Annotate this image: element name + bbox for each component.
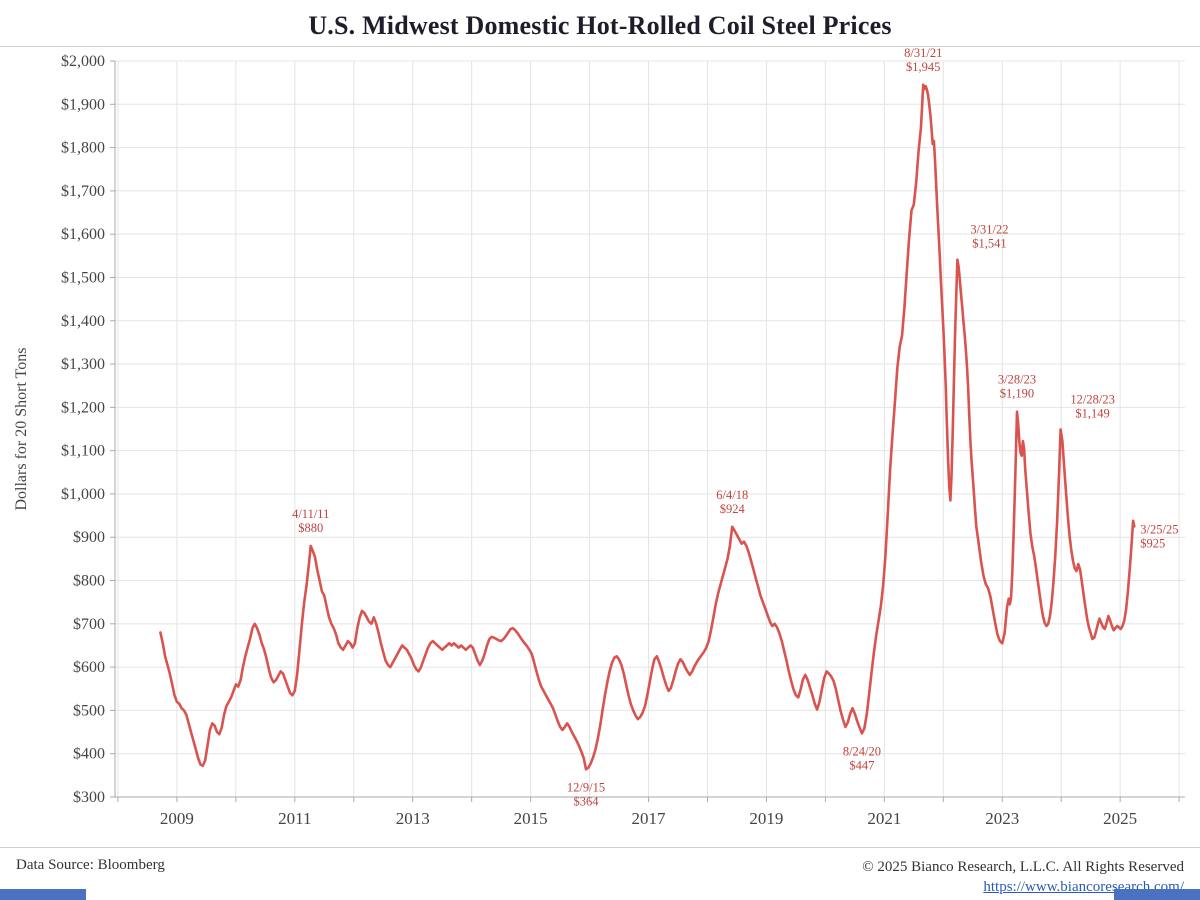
annotation-date: 3/25/25 — [1140, 522, 1178, 536]
annotation-date: 4/11/11 — [292, 507, 329, 521]
svg-text:2023: 2023 — [985, 809, 1019, 828]
annotation-date: 6/4/18 — [716, 488, 748, 502]
annotation-date: 8/24/20 — [843, 744, 881, 758]
page-title: U.S. Midwest Domestic Hot-Rolled Coil St… — [308, 11, 892, 40]
svg-text:$1,100: $1,100 — [61, 443, 105, 460]
chart-header: U.S. Midwest Domestic Hot-Rolled Coil St… — [0, 0, 1200, 47]
brand-bar-right — [1114, 889, 1200, 900]
annotation-price: $447 — [849, 758, 874, 772]
annotation-date: 12/9/15 — [567, 780, 605, 794]
axes — [110, 60, 1185, 802]
annotation-price: $1,945 — [906, 60, 940, 74]
data-source-label: Data Source: Bloomberg — [16, 857, 165, 873]
annotation-price: $364 — [574, 794, 600, 808]
svg-text:2009: 2009 — [160, 809, 194, 828]
svg-text:$900: $900 — [73, 529, 105, 546]
chart-footer: Data Source: Bloomberg © 2025 Bianco Res… — [0, 847, 1200, 899]
svg-text:2017: 2017 — [632, 809, 667, 828]
svg-text:$1,300: $1,300 — [61, 356, 105, 373]
svg-text:2021: 2021 — [867, 809, 901, 828]
annotation-price: $924 — [720, 502, 746, 516]
svg-text:$700: $700 — [73, 616, 105, 633]
copyright-label: © 2025 Bianco Research, L.L.C. All Right… — [862, 859, 1184, 875]
svg-text:$2,000: $2,000 — [61, 53, 105, 70]
svg-text:$1,600: $1,600 — [61, 226, 105, 243]
y-axis-title: Dollars for 20 Short Tons — [13, 347, 30, 510]
footer-right: © 2025 Bianco Research, L.L.C. All Right… — [862, 857, 1184, 898]
svg-text:$1,400: $1,400 — [61, 313, 105, 330]
annotation-date: 3/28/23 — [998, 373, 1036, 387]
annotation-date: 12/28/23 — [1070, 392, 1114, 406]
annotation-price: $1,190 — [1000, 387, 1034, 401]
annotation-price: $925 — [1140, 536, 1165, 550]
annotation-price: $880 — [298, 521, 323, 535]
svg-text:$1,000: $1,000 — [61, 486, 105, 503]
svg-text:$1,700: $1,700 — [61, 183, 105, 200]
svg-text:$800: $800 — [73, 573, 105, 590]
svg-text:$500: $500 — [73, 702, 105, 719]
svg-text:$1,500: $1,500 — [61, 269, 105, 286]
tick-labels: 2009 2011 2013 2015 2017 2019 2021 2023 2025 $300… — [61, 53, 1137, 828]
price-chart: 2009 2011 2013 2015 2017 2019 2021 2023 2025 $300… — [13, 47, 1185, 828]
svg-text:2013: 2013 — [396, 809, 430, 828]
svg-text:2025: 2025 — [1103, 809, 1137, 828]
svg-text:2011: 2011 — [278, 809, 311, 828]
annotations: 4/11/11$88012/9/15$3646/4/18$9248/24/20$… — [292, 47, 1178, 808]
brand-bar-left — [0, 889, 86, 900]
price-line — [159, 83, 1136, 771]
svg-text:2015: 2015 — [514, 809, 548, 828]
svg-text:2019: 2019 — [749, 809, 783, 828]
svg-text:$600: $600 — [73, 659, 105, 676]
annotation-price: $1,541 — [972, 237, 1006, 251]
svg-text:$1,200: $1,200 — [61, 399, 105, 416]
svg-text:$300: $300 — [73, 789, 105, 806]
svg-text:$1,800: $1,800 — [61, 140, 105, 157]
svg-text:$1,900: $1,900 — [61, 96, 105, 113]
annotation-date: 8/31/21 — [904, 47, 942, 60]
annotation-date: 3/31/22 — [970, 223, 1008, 237]
svg-text:$400: $400 — [73, 746, 105, 763]
gridlines — [115, 60, 1185, 798]
annotation-price: $1,149 — [1075, 406, 1109, 420]
